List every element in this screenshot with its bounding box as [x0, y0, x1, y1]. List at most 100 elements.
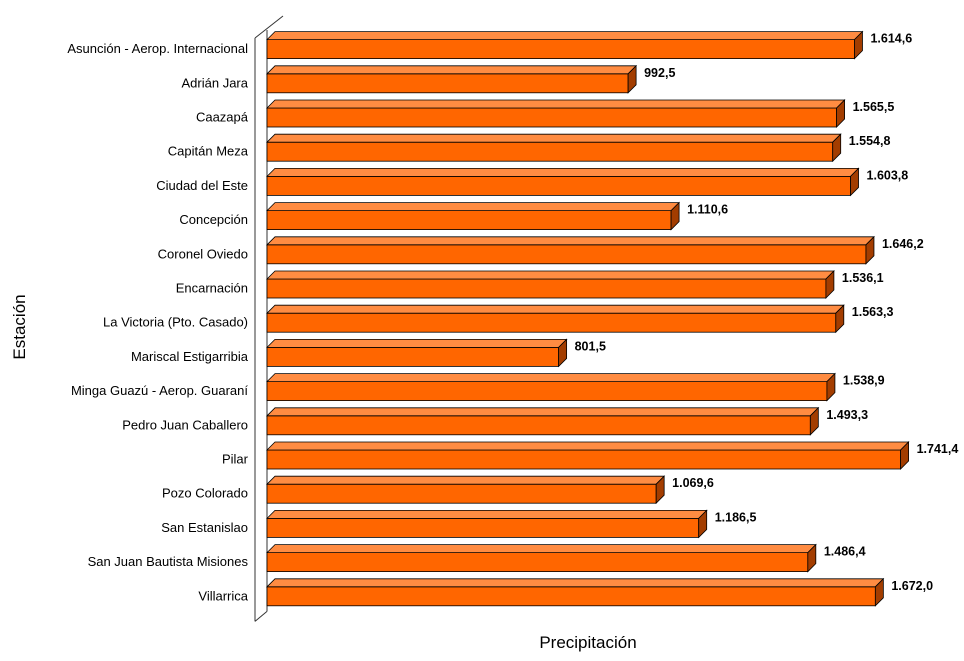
bar-side — [874, 577, 884, 607]
bar-front — [266, 73, 629, 94]
category-label: Capitán Meza — [168, 144, 249, 159]
category-label: Coronel Oviedo — [158, 246, 248, 261]
data-labels: 1.614,6 992,5 1.565,5 1.554,8 1.603,8 1.110,6… — [575, 32, 959, 593]
bar-side — [900, 441, 909, 470]
data-label: 1.614,6 — [870, 32, 912, 46]
category-label: Pilar — [222, 452, 249, 467]
bar-front — [266, 107, 837, 128]
bar-front — [266, 483, 657, 504]
bar — [266, 167, 860, 197]
bar-top — [266, 544, 817, 553]
bars-layer — [266, 30, 910, 607]
bar — [266, 475, 666, 505]
category-label: San Estanislao — [161, 520, 248, 535]
bar-top — [266, 270, 835, 280]
data-label: 1.486,4 — [824, 545, 866, 559]
bar-front — [266, 39, 855, 59]
bar-side — [826, 372, 836, 402]
bar-top — [266, 338, 568, 348]
bar — [266, 372, 836, 402]
category-label: Caazapá — [196, 110, 249, 125]
bar-side — [807, 543, 817, 573]
data-label: 1.538,9 — [843, 374, 885, 388]
bar-side — [836, 99, 845, 128]
bar — [266, 133, 842, 163]
bar — [266, 64, 638, 94]
data-label: 1.563,3 — [852, 305, 894, 319]
bar-top — [266, 167, 860, 177]
category-label: Concepción — [179, 212, 248, 227]
data-label: 992,5 — [644, 66, 675, 80]
bar-side — [809, 406, 819, 436]
bar-front — [266, 346, 560, 367]
bar-top — [266, 509, 708, 519]
wall-top-edge — [254, 15, 284, 39]
bar-side — [835, 304, 845, 334]
bar-top — [266, 407, 820, 417]
bar — [266, 30, 864, 60]
bar-front — [266, 312, 837, 333]
data-label: 1.646,2 — [882, 237, 924, 251]
data-label: 1.672,0 — [891, 579, 933, 593]
category-label: Ciudad del Este — [156, 178, 248, 193]
category-label: Pedro Juan Caballero — [122, 417, 248, 432]
bar-top — [266, 99, 846, 109]
bar-top — [266, 65, 638, 75]
category-label: Adrián Jara — [182, 75, 249, 90]
bar-side — [558, 338, 568, 368]
category-label: Minga Guazú - Aerop. Guaraní — [71, 383, 248, 398]
data-label: 801,5 — [575, 339, 606, 353]
x-axis-title: Precipitación — [539, 633, 636, 652]
bar-side — [865, 235, 875, 265]
bar-top — [266, 578, 885, 588]
bar-front — [266, 518, 700, 538]
category-label: San Juan Bautista Misiones — [88, 554, 249, 569]
category-label: Mariscal Estigarribia — [131, 349, 249, 364]
wall-bottom-edge — [254, 611, 268, 622]
bar-front — [266, 449, 901, 470]
bar-side — [832, 133, 842, 163]
category-label: Villarrica — [198, 588, 248, 603]
bar — [266, 201, 681, 231]
data-label: 1.493,3 — [826, 408, 868, 422]
data-label: 1.069,6 — [672, 476, 714, 490]
bar — [266, 441, 910, 470]
bar-top — [266, 373, 836, 383]
bar — [266, 304, 845, 334]
bar-front — [266, 415, 811, 436]
bar-top — [266, 31, 864, 40]
bar-front — [266, 175, 851, 196]
bar — [266, 509, 708, 539]
data-label: 1.186,5 — [715, 510, 757, 524]
bar — [266, 338, 568, 368]
bar-top — [266, 236, 875, 246]
data-label: 1.603,8 — [867, 168, 909, 182]
bar-side — [825, 270, 835, 299]
data-label: 1.110,6 — [687, 203, 728, 217]
bar-side — [670, 201, 680, 231]
category-label: Encarnación — [176, 281, 248, 296]
category-label: La Victoria (Pto. Casado) — [103, 315, 248, 330]
bar-front — [266, 381, 828, 402]
bar-front — [266, 278, 827, 299]
bar-side — [627, 64, 637, 94]
bar-front — [266, 586, 876, 607]
bar-front — [266, 141, 834, 162]
bar-top — [266, 202, 681, 212]
bar-top — [266, 304, 845, 314]
bar — [266, 235, 875, 265]
bar-side — [850, 167, 859, 197]
category-labels: Asunción - Aerop. Internacional Adrián Ja… — [67, 41, 248, 603]
bar — [266, 543, 817, 573]
bar-top — [266, 133, 842, 143]
category-label: Asunción - Aerop. Internacional — [67, 41, 248, 56]
data-label: 1.536,1 — [842, 271, 884, 285]
data-label: 1.741,4 — [917, 442, 959, 456]
bar — [266, 99, 846, 128]
bar-side — [698, 509, 708, 539]
bar-side — [655, 475, 665, 505]
bar-top — [266, 441, 910, 451]
bar — [266, 270, 835, 299]
